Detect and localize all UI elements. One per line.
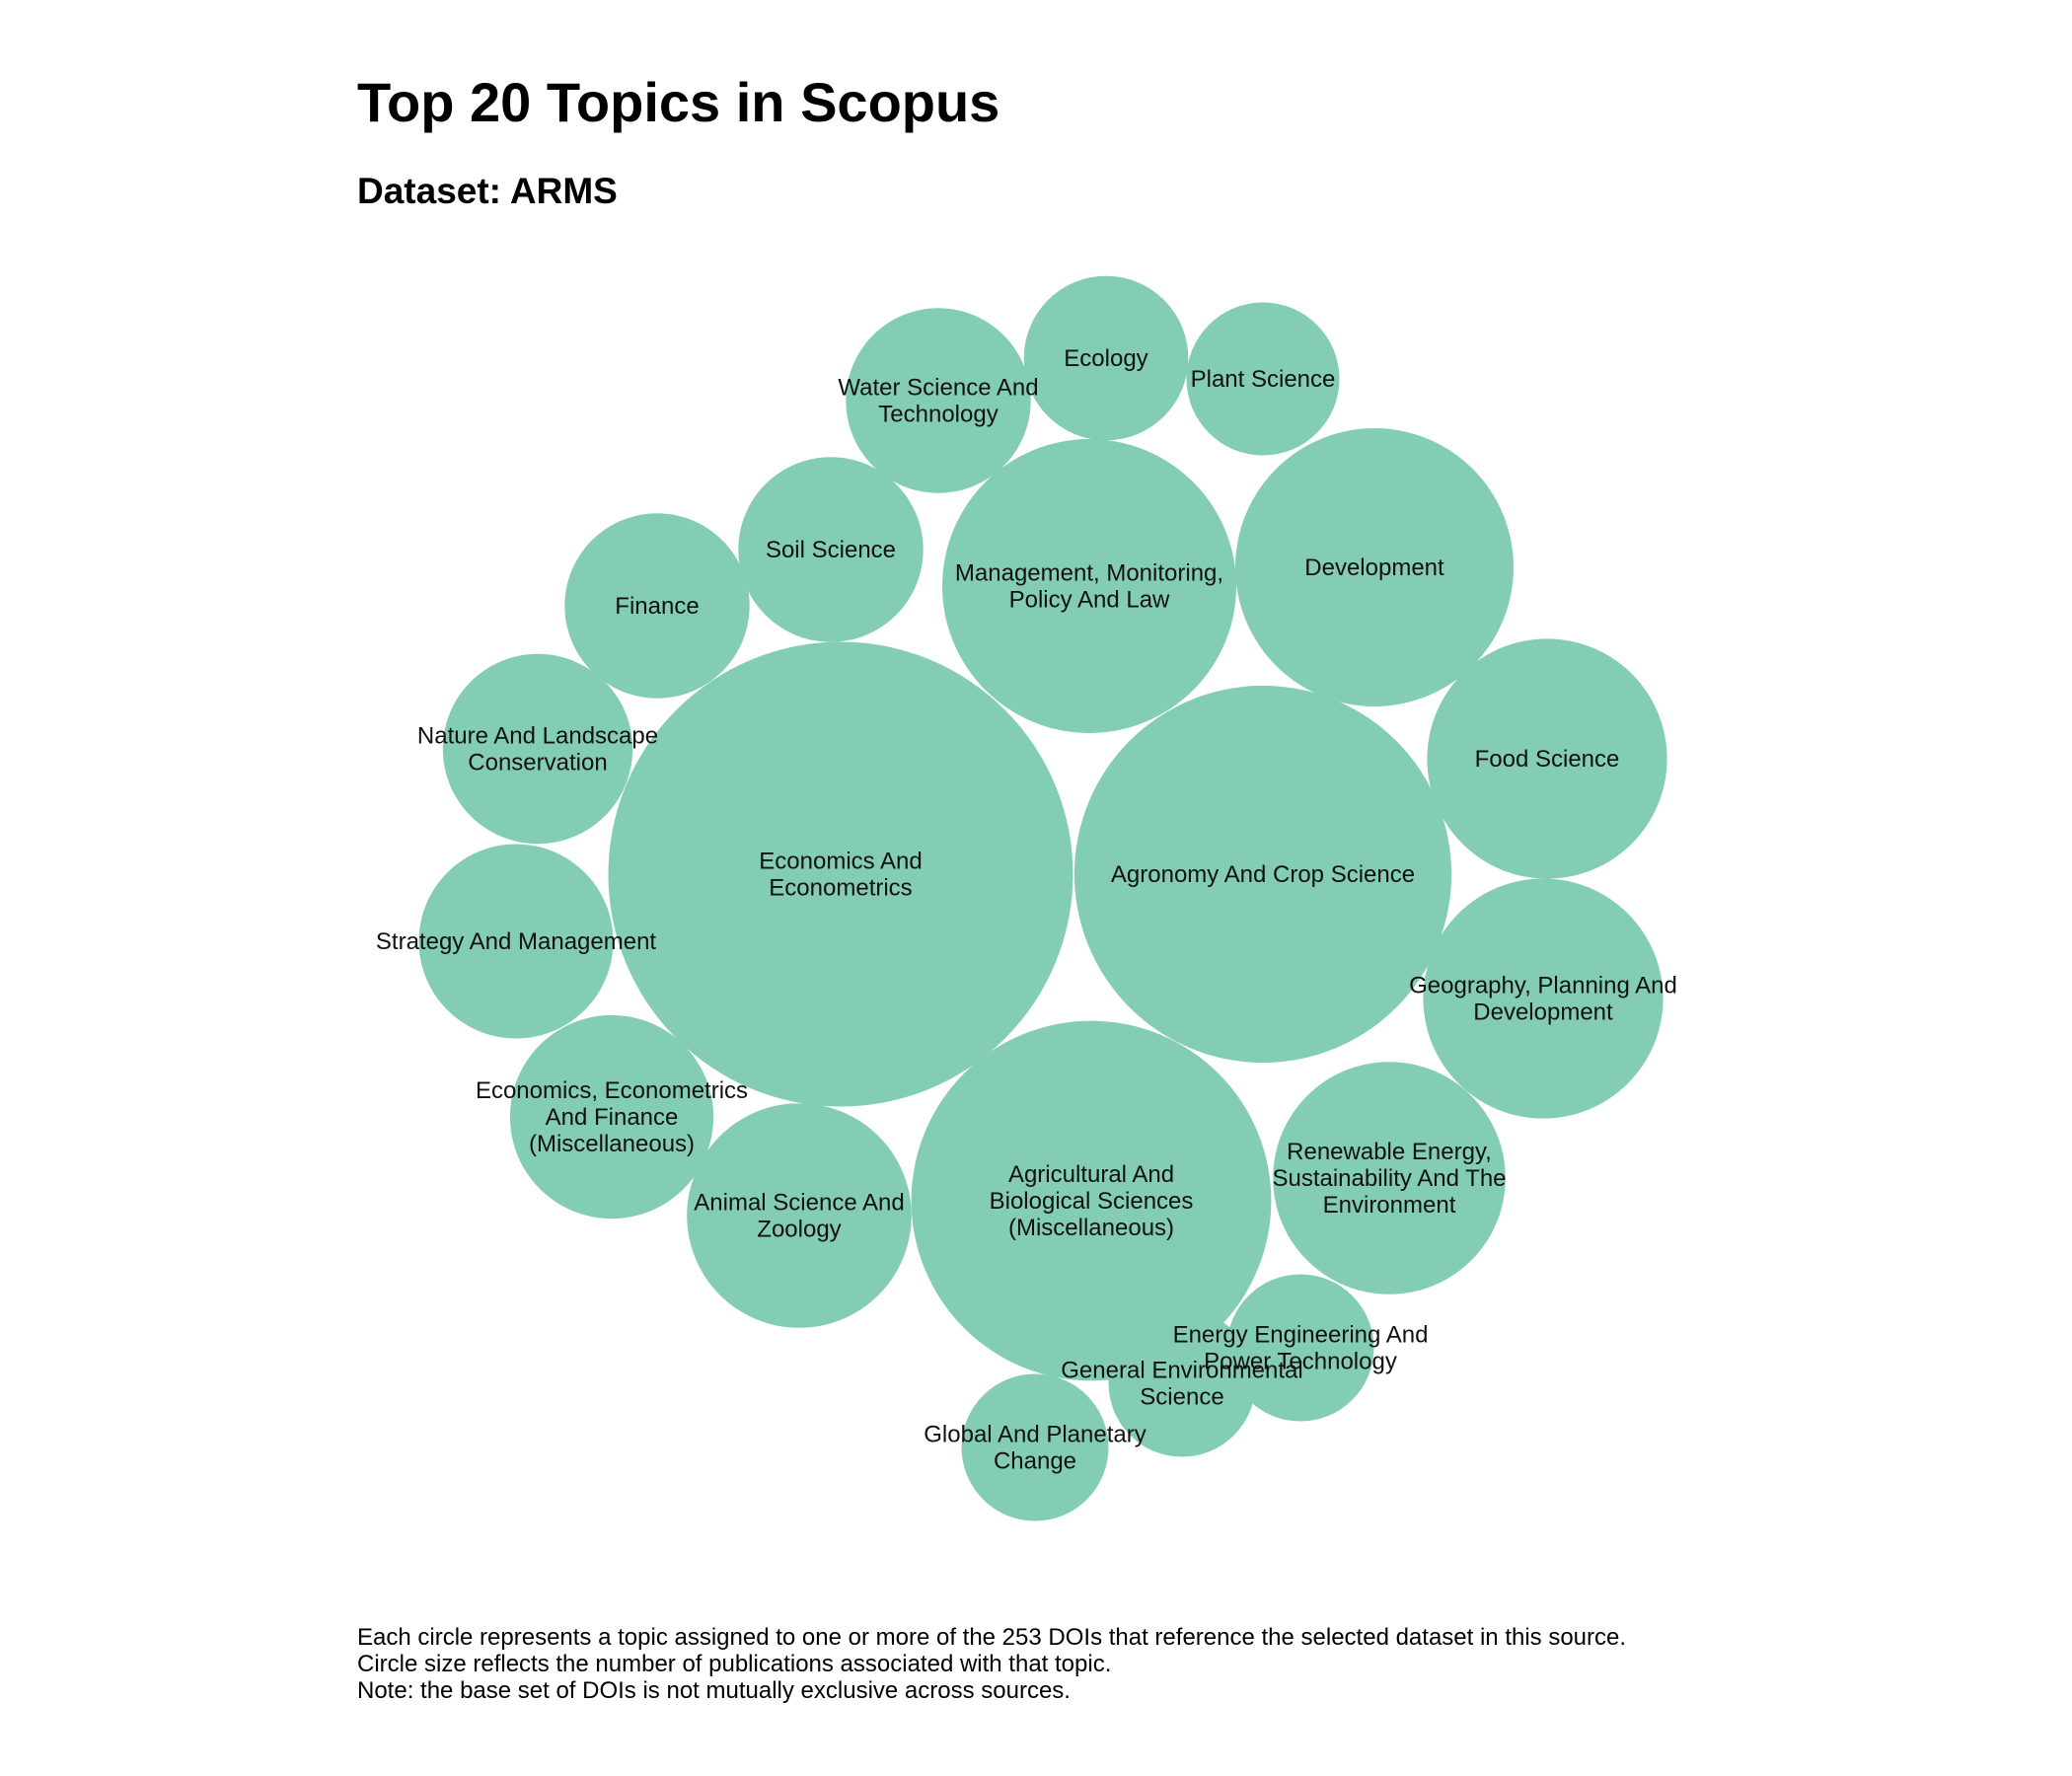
- bubble-label-ecology: Ecology: [1064, 345, 1147, 372]
- bubble-label-line: Biological Sciences: [990, 1188, 1194, 1215]
- bubble-label-soil-science: Soil Science: [766, 537, 896, 563]
- bubble-water-science-and-technology: [846, 308, 1031, 493]
- bubble-label-energy-engineering-and-power-technology: Energy Engineering And Power Technology: [1173, 1322, 1429, 1375]
- bubble-label-line: Soil Science: [766, 537, 896, 563]
- bubble-management-monitoring-policy-and-law: [942, 439, 1236, 733]
- bubble-label-line: Economics, Econometrics: [476, 1077, 748, 1104]
- bubble-label-water-science-and-technology: Water Science And Technology: [838, 375, 1038, 428]
- bubble-agricultural-and-biological-sciences-miscellaneous: [911, 1020, 1272, 1381]
- bubble-label-line: Development: [1304, 555, 1444, 581]
- bubble-label-line: Water Science And: [838, 375, 1038, 402]
- bubble-label-line: Development: [1473, 999, 1613, 1026]
- bubble-label-agricultural-and-biological-sciences-miscellaneous: Agricultural And Biological Sciences (Misc…: [990, 1161, 1194, 1241]
- bubble-ecology: [1023, 275, 1189, 441]
- bubble-label-agronomy-and-crop-science: Agronomy And Crop Science: [1111, 861, 1415, 888]
- bubble-label-line: Animal Science And: [694, 1190, 904, 1217]
- bubble-plant-science: [1186, 302, 1340, 456]
- bubble-label-line: Management, Monitoring,: [955, 560, 1223, 587]
- bubble-label-line: Science: [1140, 1384, 1223, 1411]
- bubble-label-line: General Environmental: [1061, 1358, 1302, 1384]
- bubble-renewable-energy-sustainability-and-the-environment: [1273, 1062, 1506, 1295]
- bubble-label-line: Energy Engineering And: [1173, 1322, 1429, 1349]
- bubble-finance: [564, 513, 750, 699]
- bubble-soil-science: [738, 457, 924, 642]
- bubble-label-line: Economics And: [759, 849, 922, 875]
- bubble-energy-engineering-and-power-technology: [1226, 1274, 1374, 1422]
- bubble-label-strategy-and-management: Strategy And Management: [376, 928, 657, 955]
- note-line: Circle size reflects the number of publi…: [357, 1651, 1112, 1677]
- bubble-label-animal-science-and-zoology: Animal Science And Zoology: [694, 1190, 904, 1243]
- bubble-label-global-and-planetary-change: Global And Planetary Change: [924, 1422, 1146, 1475]
- bubble-label-line: Agronomy And Crop Science: [1111, 861, 1415, 888]
- bubble-label-finance: Finance: [615, 593, 699, 620]
- bubble-label-line: Zoology: [757, 1217, 841, 1243]
- bubble-label-line: Plant Science: [1191, 366, 1336, 393]
- bubble-label-line: And Finance: [546, 1104, 679, 1131]
- bubble-label-line: Global And Planetary: [924, 1422, 1146, 1448]
- bubble-group: [418, 275, 1667, 1521]
- bubble-development: [1235, 428, 1514, 706]
- bubble-general-environmental-science: [1108, 1309, 1256, 1457]
- bubble-strategy-and-management: [418, 844, 614, 1039]
- chart-title: Top 20 Topics in Scopus: [357, 71, 1000, 133]
- bubble-label-renewable-energy-sustainability-and-the-environment: Renewable Energy, Sustainability And The E…: [1272, 1139, 1506, 1219]
- bubble-label-development: Development: [1304, 555, 1444, 581]
- bubble-global-and-planetary-change: [961, 1373, 1109, 1521]
- bubble-label-line: Strategy And Management: [376, 928, 657, 955]
- bubble-label-line: Policy And Law: [1009, 587, 1170, 614]
- bubble-label-line: Renewable Energy,: [1287, 1139, 1492, 1165]
- note-line: Each circle represents a topic assigned …: [357, 1624, 1627, 1651]
- bubble-label-line: Econometrics: [769, 875, 912, 902]
- bubble-label-line: Power Technology: [1204, 1349, 1397, 1375]
- label-group: Economics And Econometrics Agronomy And Cr…: [376, 345, 1677, 1475]
- bubble-geography-planning-and-development: [1423, 878, 1664, 1119]
- bubble-label-line: Environment: [1323, 1192, 1456, 1219]
- bubble-economics-and-econometrics: [608, 641, 1073, 1107]
- chart-subtitle: Dataset: ARMS: [357, 171, 618, 211]
- bubble-label-line: Conservation: [468, 750, 607, 777]
- bubble-economics-econometrics-and-finance-miscellaneous: [509, 1014, 714, 1220]
- bubble-label-general-environmental-science: General Environmental Science: [1061, 1358, 1302, 1411]
- note-line: Note: the base set of DOIs is not mutual…: [357, 1677, 1071, 1704]
- bubble-label-geography-planning-and-development: Geography, Planning And Development: [1409, 973, 1677, 1026]
- bubble-label-nature-and-landscape-conservation: Nature And Landscape Conservation: [417, 723, 658, 777]
- bubble-label-line: Change: [994, 1448, 1076, 1475]
- bubble-label-economics-econometrics-and-finance-miscellaneous: Economics, Econometrics And Finance (Misce…: [476, 1077, 748, 1157]
- bubble-label-line: Finance: [615, 593, 699, 620]
- bubble-label-line: (Miscellaneous): [1008, 1215, 1174, 1241]
- bubble-label-food-science: Food Science: [1475, 746, 1620, 773]
- bubble-label-line: Nature And Landscape: [417, 723, 658, 750]
- bubble-label-plant-science: Plant Science: [1191, 366, 1336, 393]
- bubble-nature-and-landscape-conservation: [442, 653, 633, 845]
- bubble-label-line: Technology: [878, 402, 998, 428]
- bubble-label-line: (Miscellaneous): [529, 1131, 695, 1157]
- bubble-label-line: Food Science: [1475, 746, 1620, 773]
- bubble-label-line: Ecology: [1064, 345, 1147, 372]
- bubble-label-line: Agricultural And: [1008, 1161, 1174, 1188]
- chart-notes: Each circle represents a topic assigned …: [357, 1624, 1626, 1704]
- bubble-label-line: Geography, Planning And: [1409, 973, 1677, 999]
- bubble-animal-science-and-zoology: [687, 1103, 912, 1328]
- bubble-food-science: [1427, 638, 1667, 879]
- bubble-label-economics-and-econometrics: Economics And Econometrics: [759, 849, 922, 902]
- bubble-label-line: Sustainability And The: [1272, 1165, 1506, 1192]
- bubble-agronomy-and-crop-science: [1073, 685, 1452, 1064]
- bubble-label-management-monitoring-policy-and-law: Management, Monitoring, Policy And Law: [955, 560, 1223, 614]
